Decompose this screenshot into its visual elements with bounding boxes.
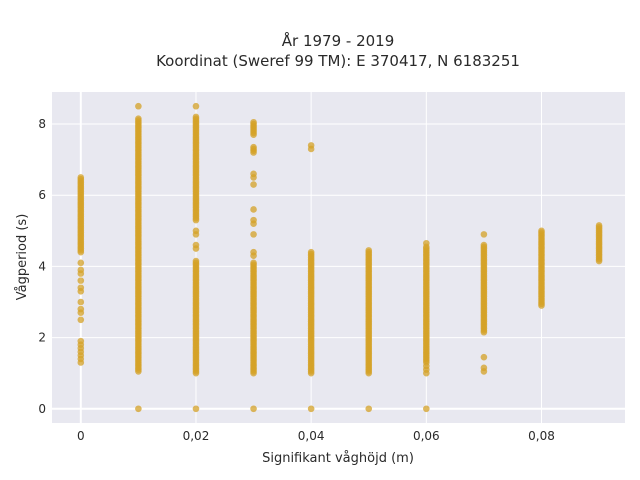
data-point [77, 270, 85, 277]
y-tick-label: 6 [38, 188, 46, 202]
data-point [77, 359, 85, 366]
data-point [250, 118, 257, 126]
data-point [77, 277, 85, 284]
data-point [307, 248, 315, 256]
x-tick-label: 0 [77, 429, 85, 443]
data-point [192, 245, 200, 252]
data-point [77, 309, 85, 316]
x-axis-label: Signifikant våghöjd (m) [262, 451, 414, 466]
chart-title-line-2: Koordinat (Sweref 99 TM): E 370417, N 61… [156, 52, 520, 70]
data-point [77, 259, 85, 267]
data-point [538, 227, 545, 235]
y-tick-label: 0 [38, 402, 46, 416]
data-point [365, 405, 373, 413]
data-point [192, 257, 200, 265]
data-points [77, 102, 603, 413]
chart-title-line-1: År 1979 - 2019 [282, 31, 395, 50]
y-tick-label: 8 [38, 117, 46, 131]
y-axis-ticks: 0 2 4 6 8 [38, 117, 46, 416]
x-tick-label: 0,04 [298, 429, 325, 443]
data-point [423, 369, 430, 377]
data-point [480, 241, 488, 249]
x-tick-label: 0,08 [528, 429, 555, 443]
y-axis-label: Vågperiod (s) [15, 214, 30, 301]
data-point [307, 145, 315, 153]
data-point [250, 143, 257, 151]
x-tick-label: 0,06 [413, 429, 440, 443]
y-tick-label: 2 [38, 331, 46, 345]
data-point [480, 353, 488, 361]
data-point [77, 174, 85, 181]
data-point [480, 368, 488, 375]
data-point [595, 222, 603, 229]
data-point [192, 231, 200, 238]
data-point [135, 115, 142, 122]
data-point [192, 102, 200, 110]
data-point [423, 405, 430, 413]
data-point [135, 405, 142, 413]
data-point [250, 259, 257, 267]
data-point [77, 288, 85, 295]
x-tick-label: 0,02 [183, 429, 210, 443]
data-point [135, 102, 142, 110]
data-point [250, 231, 257, 238]
data-point [480, 231, 488, 238]
y-tick-label: 4 [38, 259, 46, 273]
x-axis-ticks: 0 0,02 0,04 0,06 0,08 [77, 429, 555, 443]
data-point [250, 220, 257, 227]
data-point [77, 316, 85, 324]
data-point [250, 174, 257, 181]
data-point [192, 405, 200, 413]
plot-area [52, 92, 625, 423]
data-point [250, 206, 257, 213]
data-point [250, 181, 257, 188]
data-point [250, 252, 257, 260]
data-point [307, 405, 315, 413]
data-point [423, 239, 430, 247]
data-point [250, 405, 257, 413]
data-point [77, 298, 85, 306]
data-point [192, 113, 200, 121]
data-point [365, 247, 373, 254]
